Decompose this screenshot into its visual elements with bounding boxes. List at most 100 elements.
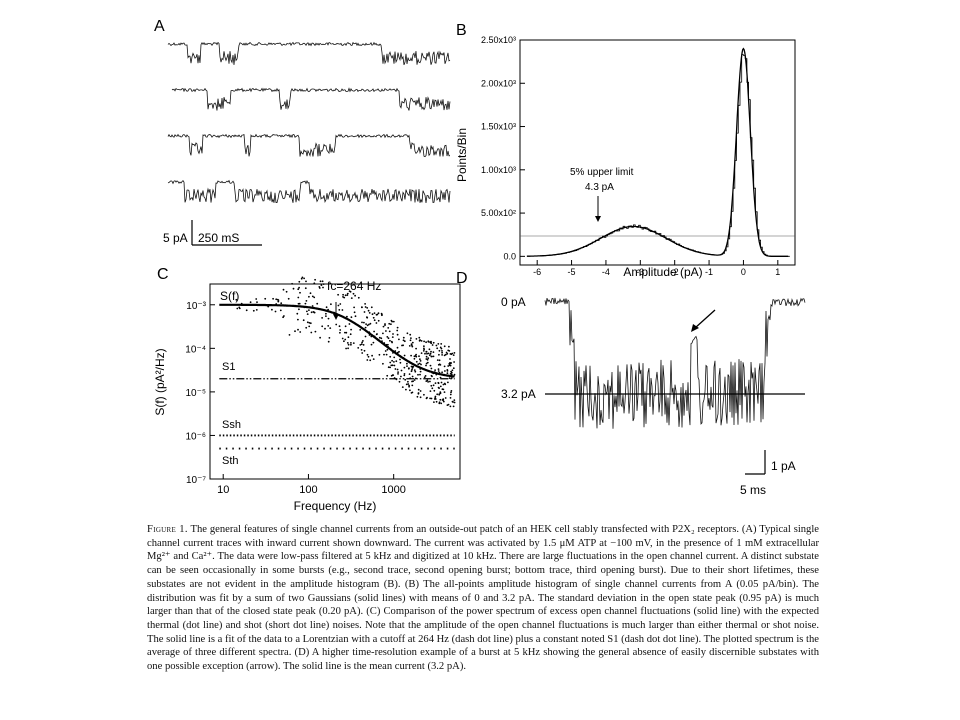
panel-d-arrow (694, 309, 716, 329)
panel-c-point (346, 292, 349, 295)
panel-c-point (298, 280, 301, 283)
panel-c-point (447, 381, 449, 384)
panel-c-point (384, 350, 387, 352)
panel-c-point (322, 283, 325, 285)
panel-c-point (391, 336, 394, 338)
panel-c-point (369, 359, 372, 362)
panel-c-point (425, 341, 427, 344)
panel-c-point (435, 400, 438, 403)
panel-c-point (249, 301, 252, 304)
panel-c-point (443, 365, 446, 368)
panel-c-point (297, 318, 299, 321)
panel-c-ssh-label: Ssh (222, 419, 241, 431)
panel-a-trace-group (167, 41, 451, 203)
panel-c-point (344, 338, 347, 341)
panel-c-point (431, 344, 434, 346)
panel-c-point (364, 326, 367, 329)
panel-c-point (363, 321, 365, 324)
panel-c-point (285, 290, 288, 293)
panel-c-point (364, 306, 367, 308)
panel-c-point (411, 380, 413, 383)
panel-b-arrow-head (595, 216, 601, 222)
panel-c-point (385, 330, 387, 332)
panel-c-point (409, 339, 412, 342)
panel-c-point (403, 340, 406, 343)
panel-c-point (428, 348, 431, 351)
panel-c-point (414, 370, 417, 373)
panel-c-point (314, 330, 317, 333)
panel-c-point (321, 317, 323, 319)
panel-c-point (322, 286, 324, 289)
panel-c-point (403, 354, 406, 357)
panel-c-point (410, 354, 412, 357)
panel-c-point (443, 382, 446, 385)
panel-c-point (311, 305, 314, 307)
panel-c-point (430, 342, 433, 345)
panel-c-point (386, 374, 389, 377)
panel-c-point (337, 304, 340, 307)
panel-c-point (370, 306, 373, 309)
panel-c-point (321, 280, 324, 283)
panel-c-point (318, 286, 321, 288)
panel-c-point (311, 295, 314, 298)
panel-a-trace-4 (167, 179, 451, 203)
panel-c-point (346, 315, 348, 318)
panel-c-sth-label: Sth (222, 455, 239, 467)
panel-c-point (441, 350, 443, 352)
panel-d-scale-time: 5 ms (740, 483, 766, 497)
panel-c-point (439, 376, 442, 379)
panel-c-point (386, 348, 389, 351)
panel-c-point (372, 341, 375, 344)
panel-c-point (401, 344, 403, 347)
panel-c-point (327, 317, 330, 320)
panel-label-d: D (456, 270, 468, 287)
panel-a-trace-2 (171, 87, 451, 111)
panel-c-point (419, 360, 422, 362)
panel-c-point (298, 302, 301, 305)
panel-c-point (425, 364, 427, 367)
panel-c-point (316, 302, 319, 305)
panel-c-point (387, 343, 389, 346)
panel-c-point (345, 347, 347, 350)
panel-b-x-ticks: -6 -5 -4 -3 -2 -1 0 1 (533, 260, 780, 277)
panel-c-point (437, 343, 440, 345)
panel-c-point (420, 340, 423, 342)
panel-c-point (378, 336, 381, 339)
panel-c-point (361, 321, 363, 324)
panel-c-point (321, 325, 324, 328)
panel-c-point (310, 311, 313, 314)
panel-c-point (411, 375, 414, 378)
panel-c-point (403, 374, 406, 377)
panel-c-point (453, 352, 456, 354)
panel-b-y-tick-label: 5.00x10² (481, 208, 516, 218)
panel-c-point (339, 331, 341, 334)
panel-b-y-label: Points/Bin (455, 128, 469, 182)
panel-c-point (447, 365, 450, 367)
panel-c-point (392, 374, 395, 376)
panel-c-point (390, 323, 392, 326)
panel-c-point (375, 322, 378, 324)
panel-c-point (408, 345, 411, 347)
panel-c-point (450, 371, 453, 374)
panel-c-point (419, 396, 422, 399)
panel-c-point (319, 280, 322, 283)
panel-c-point (319, 336, 321, 339)
panel-c-point (371, 313, 374, 316)
panel-c-point (299, 291, 301, 294)
panel-c-point (272, 297, 274, 300)
panel-c-point (433, 398, 436, 400)
panel-c-point (439, 398, 442, 401)
panel-c-point (344, 294, 347, 297)
panel-c-point (445, 351, 448, 354)
panel-c-point (390, 340, 393, 343)
panel-c-point (297, 296, 300, 299)
panel-c-point (443, 391, 446, 393)
panel-c-point (366, 307, 369, 309)
panel-c-point (427, 340, 430, 343)
panel-c-point (344, 325, 347, 328)
panel-c-point (418, 355, 420, 358)
panel-c-point (304, 287, 307, 290)
panel-c-y-tick-label: 10⁻⁶ (185, 431, 206, 442)
panel-c-point (423, 376, 426, 379)
panel-c-point (294, 330, 296, 333)
